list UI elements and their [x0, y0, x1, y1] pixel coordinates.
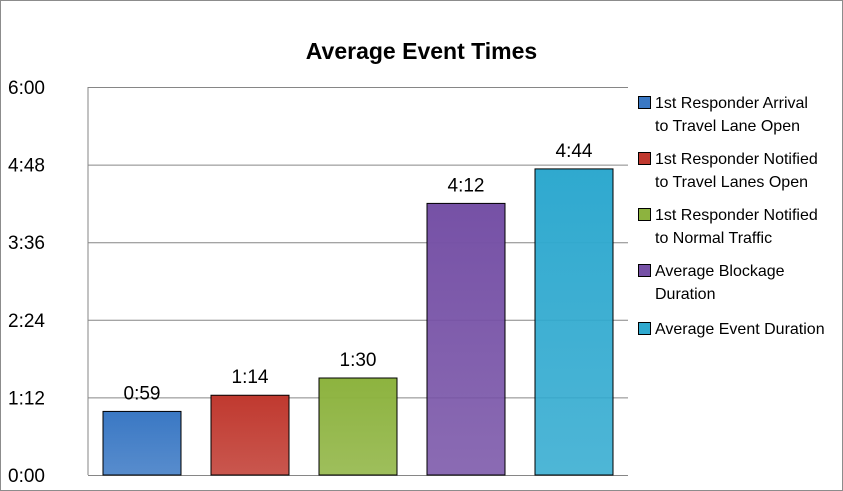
- legend-label: 1st Responder Notified to Travel Lanes O…: [655, 151, 818, 191]
- bar-value-label: 4:44: [556, 141, 593, 162]
- legend-item: 1st Responder Notified to Travel Lanes O…: [638, 148, 838, 194]
- bar-value-label: 4:12: [448, 175, 485, 196]
- legend-swatch: [638, 96, 651, 109]
- bar: [534, 168, 614, 476]
- y-tick-label: 0:00: [8, 466, 45, 487]
- bar: [318, 377, 398, 476]
- y-tick-label: 1:12: [8, 388, 45, 409]
- bar-value-label: 1:30: [340, 350, 377, 371]
- legend-label: 1st Responder Arrival to Travel Lane Ope…: [655, 95, 808, 135]
- bars: [102, 168, 614, 476]
- legend-label: Average Blockage Duration: [655, 263, 785, 303]
- y-tick-label: 3:36: [8, 233, 45, 254]
- legend-label: Average Event Duration: [655, 321, 825, 338]
- legend-item: 1st Responder Notified to Normal Traffic: [638, 204, 838, 250]
- legend-label: 1st Responder Notified to Normal Traffic: [655, 207, 818, 247]
- legend-swatch: [638, 152, 651, 165]
- data-labels: 0:59 1:14 1:30 4:12 4:44: [124, 141, 593, 404]
- legend-swatch: [638, 264, 651, 277]
- legend: 1st Responder Arrival to Travel Lane Ope…: [638, 92, 838, 351]
- legend-swatch: [638, 208, 651, 221]
- bar-value-label: 0:59: [124, 383, 161, 404]
- y-axis-ticks: 0:00 1:12 2:24 3:36 4:48 6:00: [8, 78, 45, 487]
- bar: [102, 410, 182, 476]
- bar: [426, 202, 506, 476]
- legend-swatch: [638, 322, 651, 335]
- legend-item: Average Blockage Duration: [638, 260, 838, 306]
- y-tick-label: 4:48: [8, 156, 45, 177]
- legend-item: Average Event Duration: [638, 318, 838, 341]
- y-tick-label: 2:24: [8, 311, 45, 332]
- chart-title: Average Event Times: [305, 38, 538, 64]
- bar-value-label: 1:14: [232, 367, 269, 388]
- bar: [210, 394, 290, 476]
- legend-item: 1st Responder Arrival to Travel Lane Ope…: [638, 92, 838, 138]
- y-tick-label: 6:00: [8, 78, 45, 99]
